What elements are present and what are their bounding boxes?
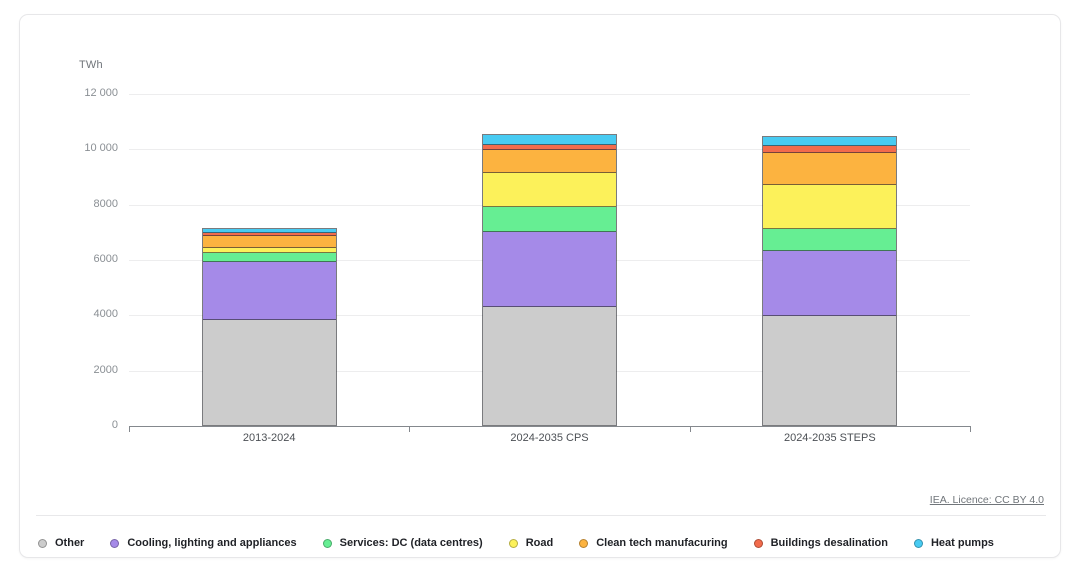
bar-segment[interactable]: [202, 235, 336, 248]
legend-swatch-icon: [913, 538, 923, 548]
y-tick-label: 12 000: [84, 87, 118, 99]
legend-item-label: Heat pumps: [930, 537, 994, 549]
legend-swatch-icon: [508, 538, 518, 548]
legend-swatch-icon: [110, 538, 120, 548]
x-category-label: 2024-2035 CPS: [510, 432, 589, 444]
bar-segment[interactable]: [483, 231, 616, 308]
bar-segment[interactable]: [202, 232, 336, 236]
bar-segment[interactable]: [483, 150, 616, 174]
bar-segment[interactable]: [483, 144, 616, 151]
plot-area: [129, 94, 970, 426]
legend-swatch-icon: [579, 538, 589, 548]
legend-item[interactable]: Services: DC (data centres): [322, 537, 483, 549]
chart-card: TWh 0 2000 4000 6000 8000 10 000 12 000 2013-2…: [19, 14, 1061, 558]
bar-segment[interactable]: [763, 229, 897, 251]
legend-item-label: Other: [55, 537, 85, 549]
bar-segment[interactable]: [483, 135, 616, 145]
legend: Other Cooling, lighting and appliances Ser…: [38, 527, 1044, 559]
bar-segment[interactable]: [763, 250, 897, 317]
stacked-bar-2024-2035 CPS: [482, 134, 617, 426]
licence-link[interactable]: IEA. Licence: CC BY 4.0: [929, 494, 1044, 506]
legend-swatch-icon: [38, 538, 47, 548]
y-tick-label: 8000: [93, 197, 118, 210]
bar-segment[interactable]: [483, 206, 616, 232]
bar-segment[interactable]: [202, 320, 336, 425]
bar-segment[interactable]: [763, 152, 897, 185]
legend-item[interactable]: Cooling, lighting and appliances: [110, 537, 297, 549]
bar-segment[interactable]: [763, 137, 897, 147]
stacked-bar-2013-2024: [201, 228, 337, 426]
x-axis-tick: [970, 426, 971, 432]
legend-swatch-icon: [322, 538, 332, 548]
legend-item-label: Cooling, lighting and appliances: [127, 537, 297, 549]
bar-segment[interactable]: [763, 146, 897, 153]
x-axis-line: [129, 426, 971, 427]
y-axis-units-label: TWh: [79, 59, 103, 71]
bar-segment[interactable]: [483, 307, 616, 425]
stacked-bar-2024-2035 STEPS: [762, 136, 898, 426]
legend-item-label: Clean tech manufacuring: [596, 537, 728, 549]
legend-item[interactable]: Buildings desalination: [753, 537, 888, 549]
legend-swatch-icon: [753, 538, 763, 548]
legend-item-label: Road: [525, 537, 554, 549]
legend-item[interactable]: Clean tech manufacuring: [579, 537, 728, 549]
legend-item[interactable]: Other: [38, 537, 84, 549]
bar-segment[interactable]: [202, 261, 336, 321]
x-category-label: 2024-2035 STEPS: [783, 432, 876, 444]
bar-segment[interactable]: [763, 316, 897, 426]
x-axis-tick: [689, 426, 691, 432]
y-tick-label: 4000: [93, 308, 118, 321]
legend-item-label: Buildings desalination: [770, 537, 888, 549]
y-tick-label: 2000: [93, 363, 118, 376]
y-tick-label: 6000: [93, 253, 118, 265]
gridline: [129, 94, 970, 95]
x-axis-tick: [129, 426, 130, 432]
y-tick-label: 0: [111, 419, 118, 431]
bar-segment[interactable]: [202, 229, 336, 233]
bar-segment[interactable]: [202, 247, 336, 254]
x-axis-tick: [409, 426, 411, 432]
bar-segment[interactable]: [483, 173, 616, 207]
legend-item-label: Services: DC (data centres): [339, 537, 483, 549]
bar-segment[interactable]: [202, 253, 336, 262]
legend-item[interactable]: Road: [508, 537, 554, 549]
bar-segment[interactable]: [763, 184, 897, 230]
legend-divider: [36, 515, 1046, 516]
attribution: IEA. Licence: CC BY 4.0: [930, 494, 1044, 506]
legend-item[interactable]: Heat pumps: [913, 537, 994, 549]
y-tick-label: 10 000: [84, 142, 118, 155]
x-category-label: 2013-2024: [242, 432, 296, 444]
